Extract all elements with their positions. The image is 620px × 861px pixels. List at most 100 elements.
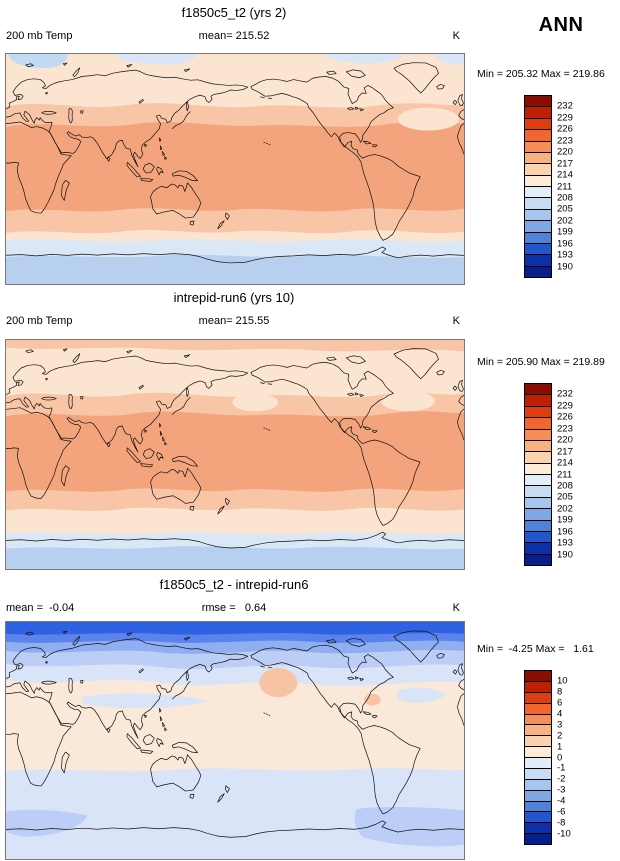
colorbar-level-label: 10 (557, 675, 568, 687)
colorbar-cell (525, 519, 551, 531)
panel2-colorbar (524, 383, 552, 566)
panel2-stat-row: 200 mb Temp mean= 215.55 K (5, 315, 463, 329)
colorbar-cell (525, 542, 551, 554)
colorbar-cell (525, 428, 551, 440)
colorbar-level-label: -4 (557, 795, 566, 807)
colorbar-cell (525, 140, 551, 152)
colorbar-level-label: 2 (557, 730, 563, 742)
colorbar-level-label: -1 (557, 762, 566, 774)
colorbar-level-label: 217 (557, 446, 573, 458)
colorbar-cell (525, 220, 551, 232)
colorbar-level-label: -2 (557, 773, 566, 785)
colorbar-cell (525, 174, 551, 186)
colorbar-level-label: 3 (557, 719, 563, 731)
colorbar-cell (525, 439, 551, 452)
colorbar-cell (525, 757, 551, 768)
colorbar-level-label: 223 (557, 423, 573, 435)
colorbar-cell (525, 508, 551, 520)
colorbar-cell (525, 671, 551, 681)
colorbar-cell (525, 163, 551, 175)
colorbar-level-label: 226 (557, 123, 573, 135)
panel2-variable-label: 200 mb Temp (6, 315, 73, 327)
colorbar-level-label: 190 (557, 261, 573, 273)
colorbar-level-label: 4 (557, 708, 563, 720)
panel2-title: intrepid-run6 (yrs 10) (173, 290, 295, 305)
colorbar-level-label: 229 (557, 112, 573, 124)
panel3-colorbar-labels: 10 8 6 4 3 2 1 0 -1 -2 -3 -4 -6 -8 -10 (557, 670, 597, 845)
colorbar-cell (525, 394, 551, 406)
colorbar-level-label: 196 (557, 526, 573, 538)
colorbar-level-label: 220 (557, 434, 573, 446)
panel1-colorbar-labels: 232 229 226 223 220 217 214 211 208 205 202 199 196 1… (557, 95, 597, 278)
colorbar-level-label: 208 (557, 480, 573, 492)
colorbar-cell (525, 778, 551, 790)
colorbar-level-label: 211 (557, 469, 573, 480)
panel2-mean-label: mean= 215.55 (198, 315, 270, 327)
colorbar-cell (525, 724, 551, 736)
colorbar-cell (525, 735, 551, 747)
colorbar-cell (525, 384, 551, 395)
panel3-units-label: K (452, 602, 460, 614)
colorbar-cell (525, 265, 551, 277)
colorbar-cell (525, 530, 551, 543)
panel1-minmax: Min = 205.32 Max = 219.86 (477, 68, 605, 80)
colorbar-cell (525, 254, 551, 266)
season-label: ANN (538, 14, 584, 36)
colorbar-cell (525, 129, 551, 141)
colorbar-cell (525, 822, 551, 834)
panel3-map (5, 621, 465, 860)
colorbar-cell (525, 789, 551, 801)
panel2-units-label: K (452, 315, 460, 327)
colorbar-level-label: 217 (557, 158, 573, 170)
panel3-colorbar (524, 670, 552, 845)
colorbar-level-label: -3 (557, 784, 566, 796)
colorbar-cell (525, 462, 551, 474)
colorbar-level-label: 6 (557, 697, 563, 709)
colorbar-level-label: 223 (557, 135, 573, 147)
colorbar-level-label: 214 (557, 169, 573, 181)
panel1-stat-row: 200 mb Temp mean= 215.52 K (5, 30, 463, 44)
colorbar-level-label: 229 (557, 400, 573, 412)
colorbar-cell (525, 151, 551, 164)
panel3-minmax: Min = -4.25 Max = 1.61 (477, 643, 594, 655)
colorbar-cell (525, 702, 551, 714)
colorbar-cell (525, 451, 551, 463)
colorbar-cell (525, 117, 551, 130)
colorbar-level-label: -6 (557, 806, 566, 818)
panel1-map (5, 53, 465, 285)
colorbar-level-label: 0 (557, 752, 563, 763)
colorbar-level-label: 205 (557, 491, 573, 503)
colorbar-level-label: 205 (557, 203, 573, 215)
colorbar-cell (525, 417, 551, 429)
colorbar-level-label: 193 (557, 249, 573, 261)
colorbar-level-label: 232 (557, 100, 573, 112)
colorbar-cell (525, 208, 551, 221)
colorbar-cell (525, 833, 551, 844)
colorbar-cell (525, 96, 551, 107)
colorbar-level-label: 202 (557, 215, 573, 227)
colorbar-cell (525, 186, 551, 198)
colorbar-cell (525, 242, 551, 255)
colorbar-level-label: 226 (557, 411, 573, 423)
colorbar-cell (525, 713, 551, 725)
colorbar-level-label: 202 (557, 503, 573, 515)
colorbar-cell (525, 746, 551, 757)
panel3-contour-map (6, 622, 464, 859)
colorbar-cell (525, 691, 551, 703)
panel1-colorbar (524, 95, 552, 278)
colorbar-level-label: 190 (557, 549, 573, 561)
panel1-mean-label: mean= 215.52 (198, 30, 270, 42)
colorbar-level-label: 211 (557, 181, 573, 192)
colorbar-cell (525, 800, 551, 812)
colorbar-cell (525, 231, 551, 243)
colorbar-level-label: 1 (557, 741, 563, 753)
panel2-contour-map (6, 340, 464, 569)
colorbar-cell (525, 811, 551, 823)
panel1-variable-label: 200 mb Temp (6, 30, 73, 42)
colorbar-cell (525, 553, 551, 565)
colorbar-cell (525, 197, 551, 209)
colorbar-level-label: 199 (557, 514, 573, 526)
panel2-colorbar-labels: 232 229 226 223 220 217 214 211 208 205 202 199 196 1… (557, 383, 597, 566)
colorbar-level-label: 199 (557, 226, 573, 238)
